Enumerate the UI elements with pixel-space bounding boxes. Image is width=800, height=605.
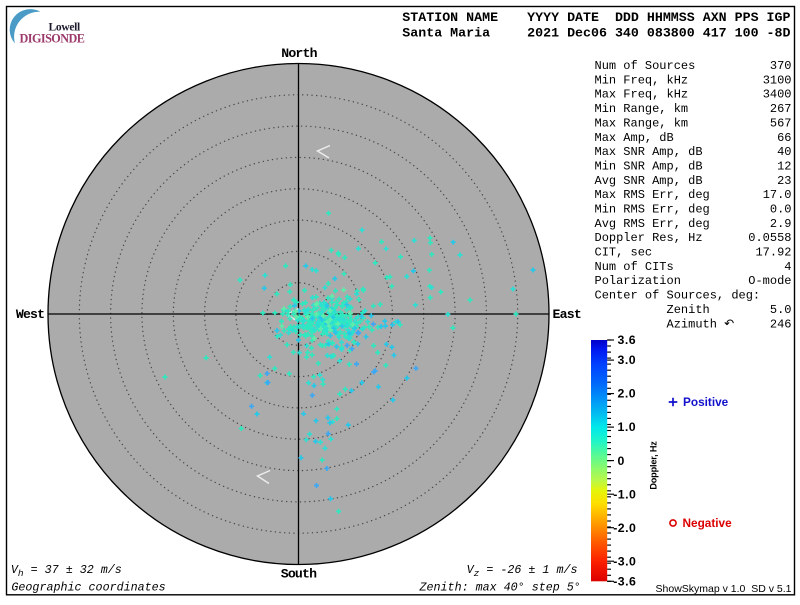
svg-text:Avg SNR Amp, dB: Avg SNR Amp, dB bbox=[595, 174, 703, 188]
svg-text:Santa Maria: Santa Maria bbox=[402, 25, 490, 40]
svg-text:12: 12 bbox=[777, 159, 791, 173]
svg-text:Max Range, km: Max Range, km bbox=[595, 116, 689, 130]
svg-text:2021 Dec06 340 083800 417 100: 2021 Dec06 340 083800 417 100 -8D bbox=[527, 25, 790, 40]
svg-text:Min RMS Err, deg: Min RMS Err, deg bbox=[595, 203, 710, 217]
svg-text:-3.0: -3.0 bbox=[613, 554, 636, 568]
svg-text:West: West bbox=[16, 307, 44, 322]
svg-text:17.0: 17.0 bbox=[763, 188, 792, 202]
svg-text:Max Freq, kHz: Max Freq, kHz bbox=[595, 88, 689, 102]
svg-text:Center of Sources, deg:: Center of Sources, deg: bbox=[595, 289, 761, 303]
svg-text:South: South bbox=[281, 567, 317, 582]
svg-text:246: 246 bbox=[770, 317, 792, 331]
svg-text:40: 40 bbox=[777, 145, 791, 159]
svg-text:5.0: 5.0 bbox=[770, 303, 792, 317]
svg-text:CIT, sec: CIT, sec bbox=[595, 246, 653, 260]
svg-text:Zenith: max 40° step 5°: Zenith: max 40° step 5° bbox=[419, 581, 581, 595]
svg-text:Max SNR Amp, dB: Max SNR Amp, dB bbox=[595, 145, 703, 159]
svg-text:Vz = -26 ± 1 m/s: Vz = -26 ± 1 m/s bbox=[467, 563, 578, 579]
svg-text:Geographic coordinates: Geographic coordinates bbox=[11, 581, 165, 595]
svg-text:Negative: Negative bbox=[683, 516, 733, 530]
svg-text:North: North bbox=[281, 46, 317, 61]
svg-text:Positive: Positive bbox=[683, 395, 729, 409]
svg-text:Polarization: Polarization bbox=[595, 274, 681, 288]
svg-text:3100: 3100 bbox=[763, 73, 792, 87]
svg-text:O-mode: O-mode bbox=[748, 274, 791, 288]
svg-text:3400: 3400 bbox=[763, 88, 792, 102]
svg-text:17.92: 17.92 bbox=[755, 246, 791, 260]
svg-text:66: 66 bbox=[777, 131, 791, 145]
svg-text:0: 0 bbox=[618, 454, 625, 468]
svg-text:Num of Sources: Num of Sources bbox=[595, 59, 696, 73]
svg-text:2.0: 2.0 bbox=[618, 387, 637, 401]
svg-text:2.9: 2.9 bbox=[770, 217, 792, 231]
svg-text:0.0: 0.0 bbox=[770, 203, 792, 217]
svg-text:Min SNR Amp, dB: Min SNR Amp, dB bbox=[595, 159, 703, 173]
svg-text:DIGISONDE: DIGISONDE bbox=[20, 32, 85, 46]
svg-text:East: East bbox=[553, 307, 581, 322]
svg-text:Lowell: Lowell bbox=[49, 22, 81, 34]
svg-text:ShowSkymap v 1.0 SD v 5.1: ShowSkymap v 1.0 SD v 5.1 bbox=[656, 583, 792, 595]
svg-text:YYYY DATE DDD HHMMSS AXN PPS: YYYY DATE DDD HHMMSS AXN PPS IGP bbox=[527, 10, 790, 25]
svg-text:Zenith: Zenith bbox=[595, 303, 710, 317]
svg-text:267: 267 bbox=[770, 102, 792, 116]
svg-text:STATION NAME: STATION NAME bbox=[402, 10, 498, 25]
svg-text:0.0558: 0.0558 bbox=[748, 231, 791, 245]
svg-text:Min Freq, kHz: Min Freq, kHz bbox=[595, 73, 689, 87]
svg-text:1.0: 1.0 bbox=[618, 420, 637, 434]
svg-text:Vh = 37 ± 32 m/s: Vh = 37 ± 32 m/s bbox=[11, 563, 122, 579]
svg-text:Azimuth ↶: Azimuth ↶ bbox=[595, 317, 735, 331]
svg-text:Avg RMS Err, deg: Avg RMS Err, deg bbox=[595, 217, 710, 231]
svg-text:3.6: 3.6 bbox=[618, 333, 637, 347]
svg-text:Doppler, Hz: Doppler, Hz bbox=[648, 441, 658, 490]
svg-text:Max Amp, dB: Max Amp, dB bbox=[595, 131, 674, 145]
svg-text:3.0: 3.0 bbox=[618, 353, 637, 367]
svg-text:-1.0: -1.0 bbox=[613, 487, 636, 501]
svg-text:-3.6: -3.6 bbox=[613, 574, 636, 588]
svg-text:370: 370 bbox=[770, 59, 792, 73]
svg-text:Num of CITs: Num of CITs bbox=[595, 260, 674, 274]
svg-text:Doppler Res, Hz: Doppler Res, Hz bbox=[595, 231, 703, 245]
svg-text:23: 23 bbox=[777, 174, 791, 188]
svg-text:-2.0: -2.0 bbox=[613, 521, 636, 535]
svg-text:4: 4 bbox=[784, 260, 791, 274]
svg-text:567: 567 bbox=[770, 116, 792, 130]
svg-text:Max RMS Err, deg: Max RMS Err, deg bbox=[595, 188, 710, 202]
svg-text:Min Range, km: Min Range, km bbox=[595, 102, 689, 116]
